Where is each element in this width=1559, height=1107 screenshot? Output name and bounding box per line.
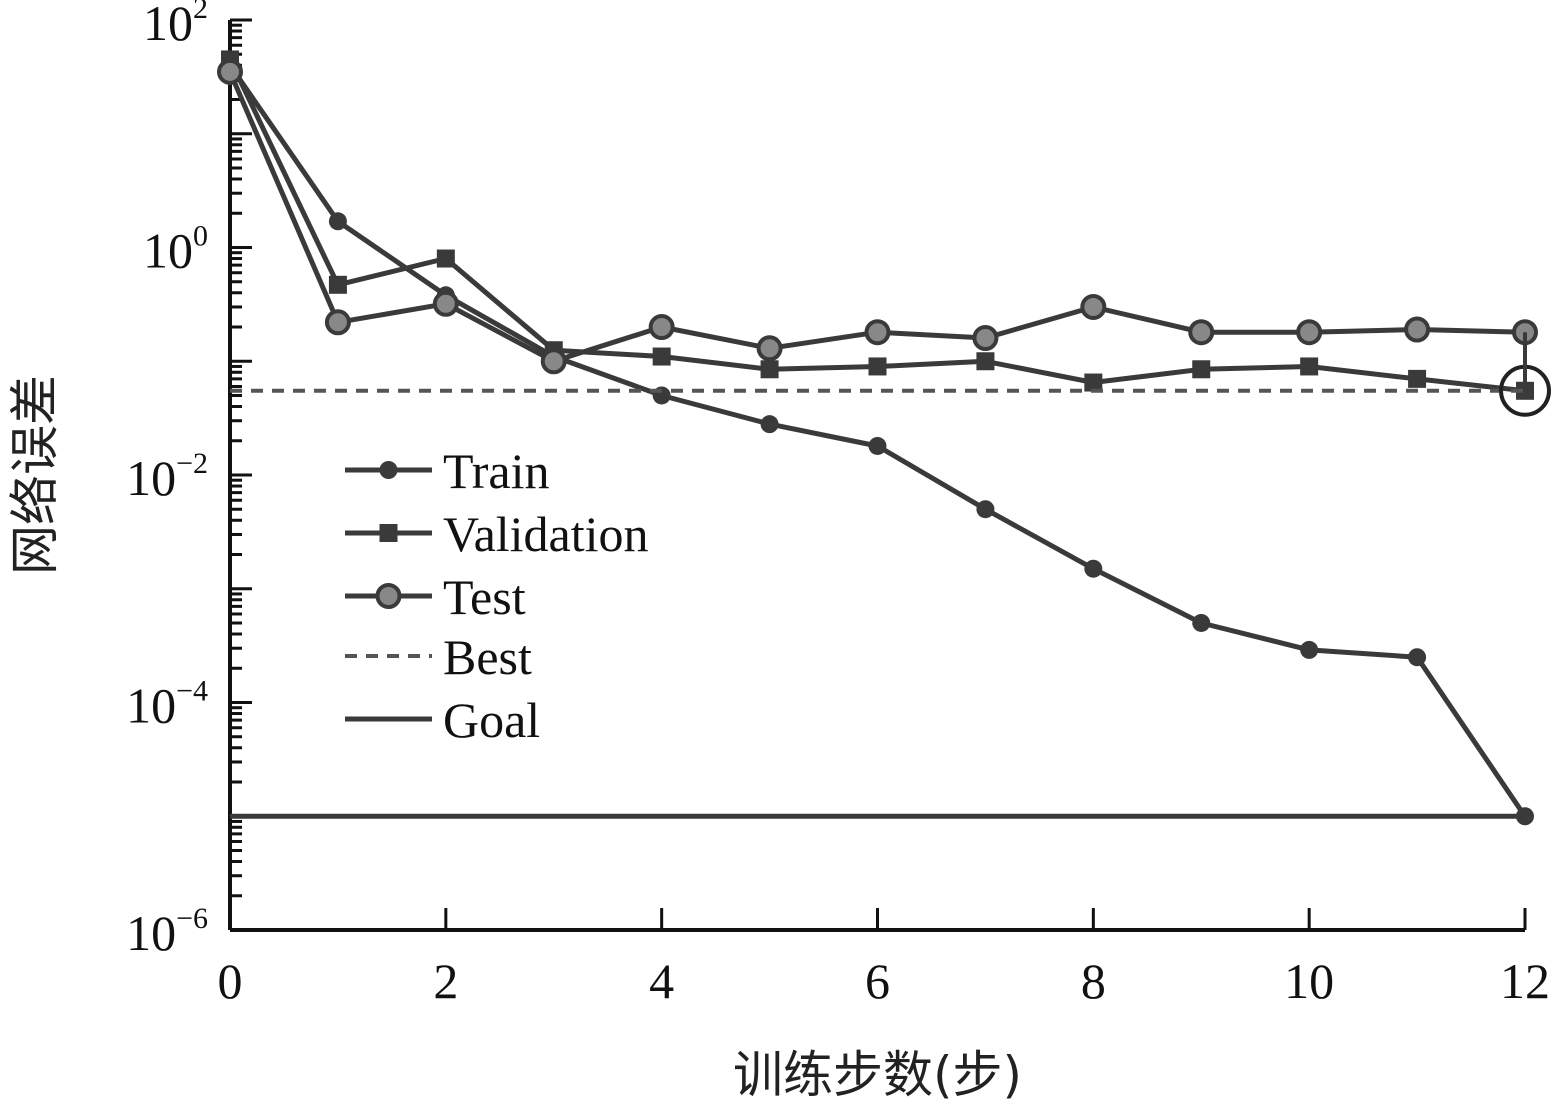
series-train	[221, 56, 1534, 826]
legend-marker-validation	[379, 524, 398, 542]
data-point-test	[864, 319, 891, 346]
data-point-validation	[868, 357, 887, 376]
x-tick-label: 4	[649, 953, 674, 1009]
legend-marker-train	[379, 461, 398, 479]
data-point-train	[976, 500, 995, 519]
data-point-train	[328, 212, 347, 231]
data-point-test	[432, 290, 459, 317]
data-point-test	[1188, 319, 1215, 346]
y-tick-label: 102	[143, 0, 208, 51]
data-point-validation	[976, 352, 995, 371]
data-point-test	[1080, 293, 1107, 320]
legend-label-test: Test	[443, 569, 526, 625]
y-tick-label: 10−2	[126, 447, 208, 506]
series-test	[217, 58, 1538, 375]
axes: 10−6 10−4 10−2 100 102 0 2 4 6 8 10 12	[126, 0, 1550, 1009]
data-point-validation	[1084, 373, 1103, 392]
series-line-test	[227, 70, 1526, 364]
x-tick-label: 10	[1284, 953, 1334, 1009]
x-tick-label: 12	[1500, 953, 1550, 1009]
data-point-test	[1296, 319, 1323, 346]
x-axis-title: 训练步数(步)	[733, 1046, 1022, 1104]
data-point-validation	[760, 360, 779, 379]
legend-item-best: Best	[345, 629, 532, 685]
data-point-train	[1084, 559, 1103, 578]
data-point-validation	[328, 275, 347, 294]
data-point-train	[868, 436, 887, 455]
data-point-test	[217, 58, 243, 85]
y-tick-label: 10−6	[126, 902, 208, 961]
legend-item-validation: Validation	[345, 506, 649, 562]
legend-label-goal: Goal	[443, 692, 540, 748]
legend-label-train: Train	[443, 443, 550, 499]
data-point-train	[1192, 613, 1211, 632]
data-point-test	[1404, 316, 1431, 343]
x-tick-label: 6	[865, 953, 890, 1009]
legend-item-train: Train	[345, 443, 550, 499]
legend-label-validation: Validation	[443, 506, 649, 562]
legend-item-test: Test	[345, 569, 526, 625]
data-point-test	[324, 309, 351, 336]
legend-label-best: Best	[443, 629, 532, 685]
series-layer	[217, 50, 1551, 826]
y-tick-label: 10−4	[126, 675, 208, 734]
data-point-validation	[652, 347, 671, 366]
legend-item-goal: Goal	[345, 692, 540, 748]
y-tick-label: 100	[143, 220, 208, 279]
series-validation	[221, 50, 1534, 400]
data-point-train	[760, 415, 779, 434]
y-axis-title: 网络误差	[6, 375, 64, 575]
x-tick-label: 0	[218, 953, 243, 1009]
data-point-validation	[1408, 369, 1427, 388]
legend-marker-test	[375, 583, 402, 609]
data-point-train	[1300, 640, 1319, 659]
data-point-train	[1408, 648, 1427, 667]
data-point-validation	[436, 249, 455, 268]
data-point-test	[756, 335, 783, 362]
data-point-validation	[1300, 357, 1319, 376]
data-point-test	[540, 348, 567, 375]
x-tick-label: 2	[433, 953, 458, 1009]
data-point-test	[648, 314, 675, 341]
data-point-validation	[1192, 360, 1211, 379]
data-point-test	[972, 325, 999, 352]
x-tick-label: 8	[1081, 953, 1106, 1009]
